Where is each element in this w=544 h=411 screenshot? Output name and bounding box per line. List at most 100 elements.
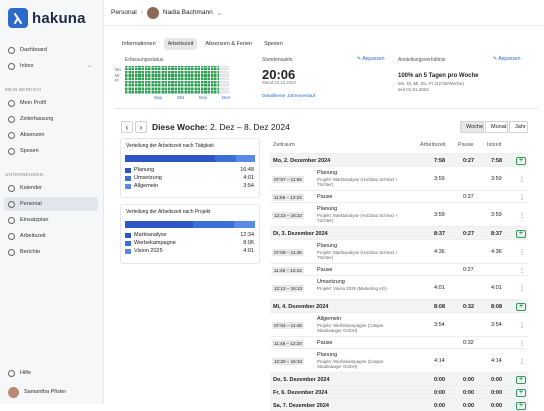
day-row[interactable]: Di, 3. Dezember 2024 +8:37 0:27 8:37 (270, 226, 528, 239)
sidebar-item-berichte[interactable]: Berichte (4, 245, 98, 259)
inbox-icon (8, 62, 15, 70)
entry-row[interactable]: 12:12 – 16:13 Umsetzung Projekt: Vision 20… (270, 275, 528, 299)
sidebar-item-profil[interactable]: Mein Profil (4, 96, 98, 110)
add-entry-button[interactable]: + (516, 375, 526, 384)
pause-row[interactable]: 11:48 – 12:20 Pause ⋮ 0:32 (270, 336, 528, 348)
more-icon[interactable]: ⋮ (519, 359, 525, 365)
legend-label: Werbekampagne (134, 240, 176, 246)
pause-row[interactable]: 11:45 – 12:12 Pause ⋮ 0:27 (270, 263, 528, 275)
entry-row[interactable]: 12:23 – 16:22 Planung Projekt: Marktanalys… (270, 202, 528, 226)
view-woche[interactable]: Woche (460, 121, 484, 133)
more-icon[interactable]: ⋮ (519, 268, 525, 274)
time-range: 07:09 – 11:45 (272, 249, 304, 256)
legend-value: 4:01 (243, 248, 254, 254)
add-entry-button[interactable]: + (516, 229, 526, 238)
entry-row[interactable]: 07:57 – 11:56 Planung Projekt: Marktanalys… (270, 166, 528, 190)
next-week-button[interactable]: › (135, 121, 147, 133)
tab-informationen[interactable]: Informationen (122, 41, 156, 47)
add-entry-button[interactable]: + (516, 156, 526, 165)
time-range: 12:23 – 16:22 (272, 212, 305, 219)
cell-pause: 0:27 (463, 230, 475, 237)
sidebar-item-inbox[interactable]: Inbox ⌄ (4, 59, 98, 73)
cell-istzeit: 4:14 (491, 358, 502, 364)
saldo-adjust-link[interactable]: ✎ Anpassen (357, 56, 385, 62)
logo-mark-icon (8, 8, 28, 28)
sidebar-item-label: Inbox (20, 63, 34, 69)
tab-spesen[interactable]: Spesen (264, 41, 283, 47)
month-labels: Sep Okt Nov Dez (154, 95, 230, 100)
sidebar-item-spesen[interactable]: Spesen (4, 144, 98, 158)
month-label: Sep (154, 95, 163, 100)
sidebar-item-kalender[interactable]: Kalender (4, 181, 98, 195)
sidebar-item-label: Hilfe (20, 370, 32, 376)
anstellung-adjust-link[interactable]: ✎ Anpassen (493, 56, 521, 62)
more-icon[interactable]: ⋮ (519, 286, 525, 292)
add-entry-button[interactable]: + (516, 401, 526, 410)
add-entry-button[interactable]: + (516, 302, 526, 311)
chevron-right-icon: › (139, 122, 143, 132)
month-label: Nov (198, 95, 207, 100)
taetigkeit-card (120, 138, 260, 198)
cell-istzeit: 8:37 (491, 230, 503, 237)
sidebar-item-label: Mein Profil (20, 100, 46, 106)
cell-arbeitszeit: 7:58 (434, 157, 446, 164)
day-row[interactable]: Sa, 7. Dezember 2024 +0:00 0:00 0:00 (270, 398, 528, 411)
cell-arbeitszeit: 8:08 (434, 303, 446, 310)
breadcrumb-root[interactable]: Personal (111, 9, 137, 16)
view-monat[interactable]: Monat (485, 121, 508, 133)
entry-row[interactable]: 12:20 – 16:34 Planung Projekt: Werbekampag… (270, 348, 528, 372)
bar-segment (193, 221, 234, 228)
tab-arbeitszeit[interactable]: Arbeitszeit (163, 38, 198, 50)
sidebar-item-einsatzplan[interactable]: Einsatzplan (4, 213, 98, 227)
sidebar-item-dashboard[interactable]: Dashboard (4, 43, 98, 57)
more-icon[interactable]: ⋮ (519, 323, 525, 329)
legend-label: Vision 2025 (134, 248, 163, 254)
entry-row[interactable]: 07:09 – 11:45 Planung Projekt: Marktanalys… (270, 239, 528, 263)
day-row[interactable]: Mi, 4. Dezember 2024 +8:08 0:32 8:08 (270, 299, 528, 312)
add-entry-button[interactable]: + (516, 388, 526, 397)
day-row[interactable]: Do, 5. Dezember 2024 +0:00 0:00 0:00 (270, 372, 528, 385)
breadcrumb-person[interactable]: Nadia Bachmann (162, 9, 213, 16)
more-icon[interactable]: ⋮ (519, 250, 525, 256)
entry-row[interactable]: 07:54 – 11:48 Allgemein Projekt: Werbekamp… (270, 312, 528, 336)
prev-week-button[interactable]: ‹ (121, 121, 133, 133)
more-icon[interactable]: ⋮ (519, 195, 525, 201)
entry-title: Planung (317, 170, 338, 176)
divider (114, 108, 538, 109)
chevron-down-icon[interactable]: ⌄ (216, 9, 223, 17)
month-label: Dez (221, 95, 230, 100)
sidebar-item-help[interactable]: Hilfe (4, 366, 98, 380)
tab-absenzen[interactable]: Absenzen & Ferien (205, 41, 253, 47)
legend-label: Planung (134, 167, 155, 173)
day-row[interactable]: Mo, 2. Dezember 2024 +7:58 0:27 7:58 (270, 153, 528, 166)
sidebar-item-personal[interactable]: Personal (4, 197, 98, 211)
user-menu[interactable]: Samantha Pfister (4, 385, 98, 399)
saldo-history-link[interactable]: Detaillierter Jahresverlauf (262, 93, 316, 98)
day-row[interactable]: Fr, 6. Dezember 2024 +0:00 0:00 0:00 (270, 385, 528, 398)
week-label: Diese Woche: (152, 122, 208, 132)
day-label: Fr, 6. Dezember 2024 (273, 389, 328, 396)
entry-title: Planung (317, 352, 338, 358)
pause-row[interactable]: 11:56 – 12:23 Pause ⋮ 0:27 (270, 190, 528, 202)
cell-arbeitszeit: 0:00 (434, 402, 446, 409)
clock-icon (8, 115, 15, 123)
bar-segment (215, 155, 236, 162)
bar-segment (236, 155, 255, 162)
chevron-left-icon: ‹ (125, 122, 129, 132)
anstellung-title: Anstellungsverhältnis (398, 57, 446, 63)
legend-swatch (125, 248, 131, 254)
legend-item: Umsetzung (125, 175, 162, 181)
sidebar-item-zeiterfassung[interactable]: Zeiterfassung (4, 112, 98, 126)
view-jahr[interactable]: Jahr (509, 121, 528, 133)
more-icon[interactable]: ⋮ (519, 177, 525, 183)
entry-project: Projekt: Marktanalyse (Holzbau Schmid + … (317, 177, 398, 187)
legend-swatch (125, 167, 131, 173)
adjust-label: Anpassen (362, 56, 385, 62)
more-icon[interactable]: ⋮ (519, 213, 525, 219)
logo[interactable]: hakuna (8, 8, 86, 28)
bar-segment (234, 221, 255, 228)
cell-pause: 0:27 (463, 194, 474, 200)
sidebar-item-absenzen[interactable]: Absenzen (4, 128, 98, 142)
more-icon[interactable]: ⋮ (519, 341, 525, 347)
sidebar-item-arbeitszeit[interactable]: Arbeitszeit (4, 229, 98, 243)
